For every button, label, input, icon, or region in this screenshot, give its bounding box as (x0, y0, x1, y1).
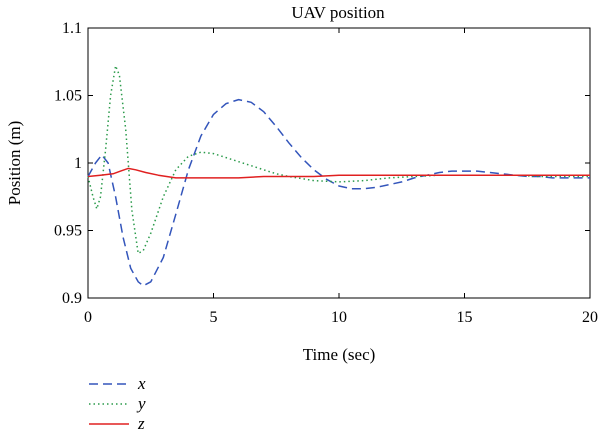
x-tick-label: 20 (582, 309, 598, 326)
x-tick-label: 10 (331, 309, 347, 326)
tick-layer: 0 5 10 15 20 0.9 0.95 1 1.05 1.1 (54, 20, 598, 326)
series-x-line (87, 98, 590, 287)
y-tick-label: 0.9 (62, 290, 82, 307)
plot-area: 0 5 10 15 20 0.9 0.95 1 1.05 1.1 (54, 20, 598, 326)
series-layer (87, 65, 590, 287)
x-tick-label: 15 (457, 309, 473, 326)
y-tick-label: 1 (74, 155, 82, 172)
chart-title: UAV position (291, 3, 385, 22)
x-tick-label: 0 (84, 309, 92, 326)
y-tick-label: 1.05 (54, 88, 82, 105)
series-z-line (87, 167, 590, 179)
y-tick-label: 0.95 (54, 223, 82, 240)
legend: xyz (89, 374, 146, 433)
series-y-line (87, 65, 590, 255)
x-tick-label: 5 (210, 309, 218, 326)
legend-label-y: y (136, 394, 146, 413)
x-axis-label: Time (sec) (303, 345, 376, 364)
legend-label-x: x (137, 374, 146, 393)
y-tick-label: 1.1 (62, 20, 82, 37)
legend-label-z: z (137, 414, 145, 433)
y-axis-label: Position (m) (5, 121, 24, 206)
